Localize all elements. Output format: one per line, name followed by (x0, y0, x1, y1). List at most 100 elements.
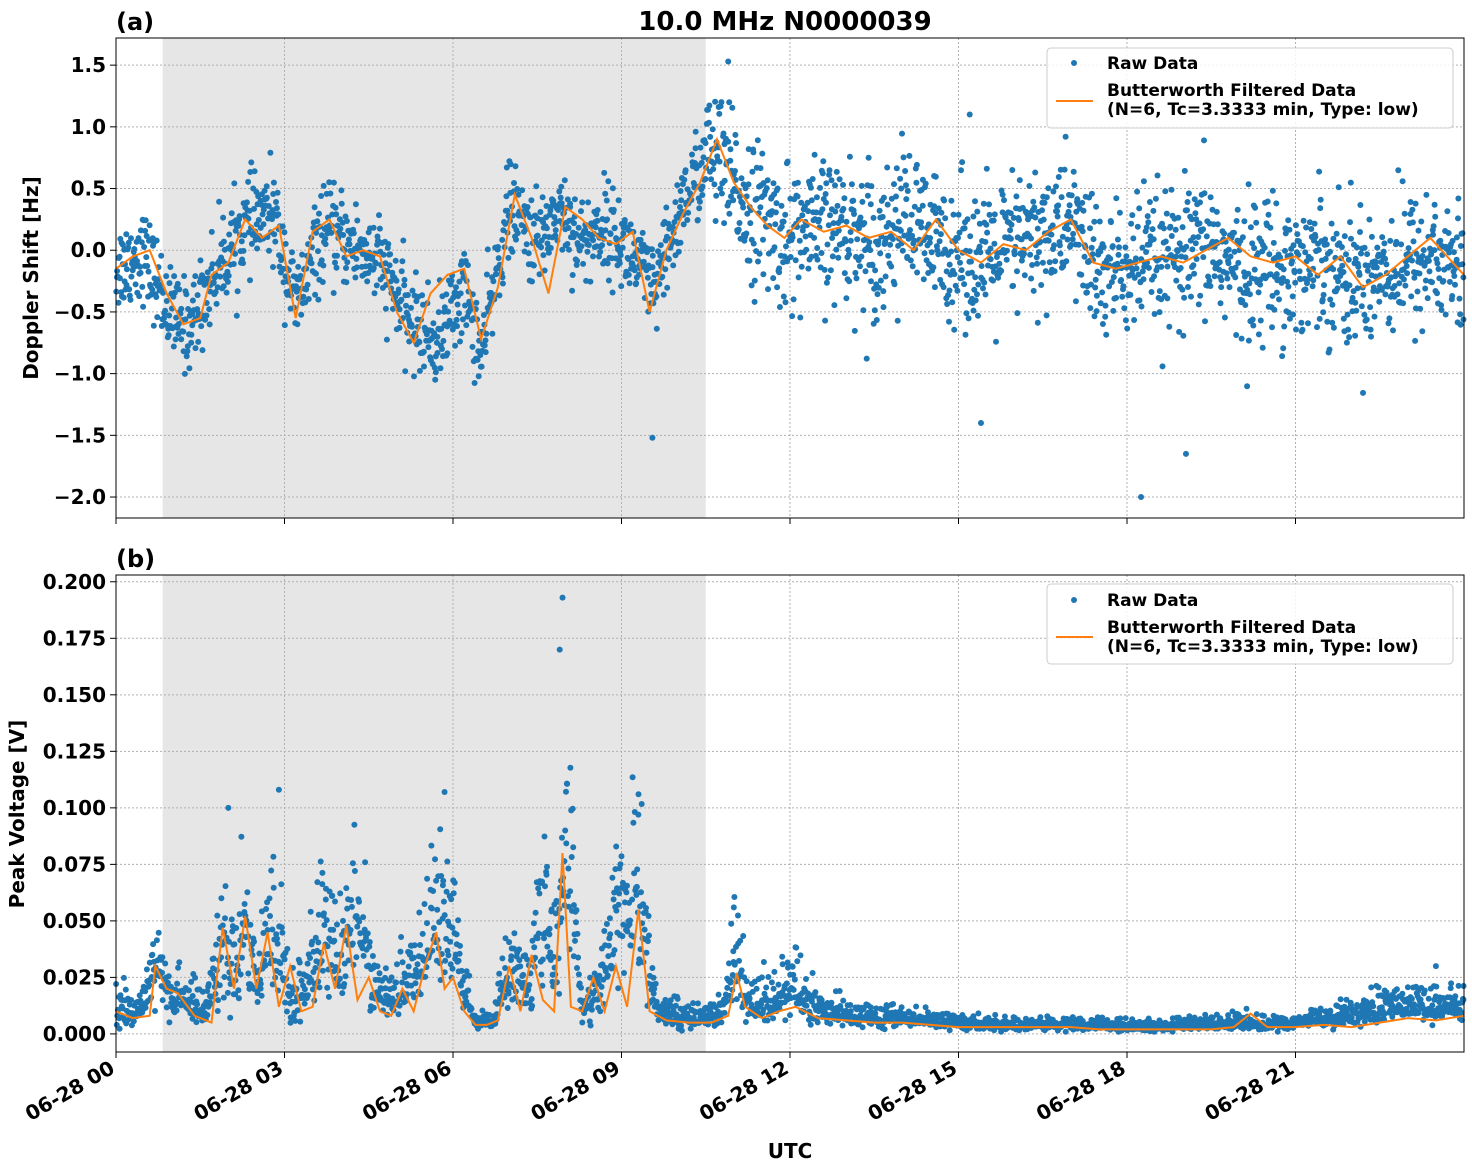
raw-point (1177, 265, 1184, 271)
raw-point (1395, 167, 1402, 174)
raw-point (351, 821, 358, 828)
raw-point (691, 160, 698, 166)
raw-point (1070, 230, 1077, 237)
raw-point (1189, 246, 1196, 253)
raw-point (1115, 251, 1122, 258)
raw-point (351, 868, 358, 874)
raw-point (790, 986, 797, 993)
raw-point (1232, 274, 1239, 281)
raw-point (440, 898, 447, 905)
raw-point (537, 209, 544, 215)
raw-point (1347, 179, 1354, 186)
raw-point (1034, 225, 1041, 232)
raw-point (1346, 334, 1353, 341)
raw-point (550, 197, 557, 204)
raw-point (1217, 300, 1224, 307)
raw-point (1090, 236, 1097, 243)
raw-point (1195, 301, 1202, 308)
raw-point (240, 247, 247, 254)
raw-point (159, 954, 166, 961)
raw-point (166, 280, 173, 287)
raw-point (607, 931, 614, 938)
raw-point (990, 277, 996, 284)
raw-point (386, 262, 393, 269)
raw-point (339, 990, 346, 997)
raw-point (808, 253, 815, 260)
y-tick-label: −1.5 (54, 423, 106, 447)
raw-point (393, 979, 400, 986)
raw-point (1028, 275, 1035, 282)
raw-point (504, 207, 511, 214)
raw-point (1357, 229, 1363, 235)
raw-point (710, 166, 717, 173)
raw-point (499, 236, 506, 243)
raw-point (911, 203, 918, 210)
raw-point (1371, 313, 1378, 320)
raw-point (1131, 317, 1138, 323)
raw-point (746, 995, 753, 1002)
raw-point (162, 307, 169, 314)
raw-point (974, 291, 980, 298)
raw-point (1069, 236, 1076, 243)
raw-point (235, 995, 242, 1002)
raw-point (449, 326, 456, 333)
raw-point (894, 317, 901, 324)
raw-point (329, 892, 336, 899)
raw-point (699, 183, 706, 190)
raw-point (823, 180, 830, 187)
raw-point (931, 203, 938, 210)
raw-point (1416, 270, 1423, 277)
raw-point (1018, 236, 1025, 243)
raw-point (1075, 241, 1082, 248)
raw-point (1379, 234, 1386, 241)
raw-point (649, 264, 656, 271)
raw-point (569, 805, 576, 812)
raw-point (262, 920, 269, 927)
raw-point (674, 995, 681, 1002)
raw-point (254, 245, 261, 252)
raw-point (745, 181, 752, 188)
raw-point (373, 282, 380, 289)
raw-point (902, 212, 909, 219)
raw-point (1143, 224, 1150, 231)
raw-point (850, 197, 857, 204)
raw-point (130, 1018, 137, 1025)
raw-point (764, 1017, 771, 1024)
raw-point (584, 248, 591, 255)
raw-point (220, 214, 227, 221)
raw-point (1068, 192, 1075, 199)
raw-point (1241, 218, 1248, 225)
raw-point (818, 250, 825, 256)
raw-point (412, 269, 419, 276)
raw-point (1134, 188, 1141, 195)
raw-point (1317, 205, 1324, 212)
raw-point (562, 827, 569, 834)
raw-point (1333, 230, 1340, 237)
raw-point (765, 974, 772, 980)
raw-point (376, 225, 383, 232)
raw-point (1348, 235, 1354, 242)
raw-point (665, 256, 672, 263)
raw-point (756, 250, 763, 257)
raw-point (143, 254, 150, 261)
raw-point (1160, 225, 1167, 232)
raw-point (702, 176, 709, 182)
raw-point (950, 211, 957, 218)
raw-point (165, 332, 172, 339)
raw-point (864, 192, 871, 199)
raw-point (430, 320, 437, 327)
raw-point (702, 140, 709, 147)
raw-point (173, 1007, 180, 1014)
raw-point (932, 210, 939, 217)
raw-point (760, 271, 767, 278)
raw-point (245, 970, 252, 977)
raw-point (1185, 284, 1191, 290)
raw-point (579, 199, 586, 206)
raw-point (541, 267, 548, 274)
raw-point (1227, 253, 1234, 260)
raw-point (277, 969, 284, 976)
raw-point (513, 236, 519, 243)
raw-point (407, 949, 414, 956)
raw-point (906, 152, 913, 159)
raw-point (463, 322, 470, 329)
